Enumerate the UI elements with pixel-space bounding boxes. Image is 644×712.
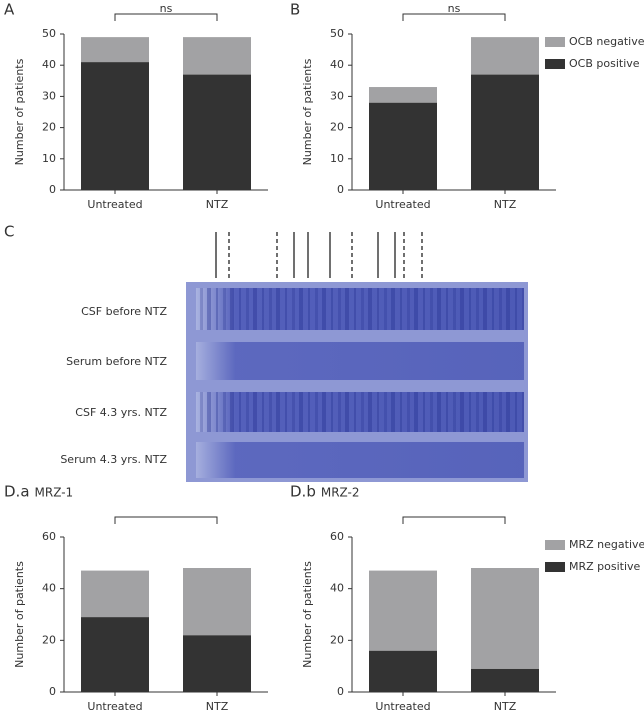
gel-image [186,282,528,482]
bar-segment [183,37,251,75]
y-tick-label: 10 [42,152,56,165]
y-tick-label: 0 [337,685,344,698]
bar-segment [81,62,149,190]
bar-segment [471,568,539,669]
significance-label: ns [448,2,461,15]
y-axis-label: Number of patients [301,561,314,668]
bar-segment [81,37,149,63]
x-tick-label: NTZ [206,198,229,211]
y-tick-label: 40 [330,582,344,595]
y-axis-label: Number of patients [13,561,26,668]
x-tick-label: NTZ [206,700,229,712]
legend-label: MRZ positive [569,560,641,573]
legend-label: OCB negative [569,35,644,48]
bar-segment [471,74,539,190]
y-axis-label: Number of patients [13,58,26,165]
lane-label: CSF before NTZ [81,305,167,318]
y-tick-label: 40 [42,582,56,595]
lane-label: Serum 4.3 yrs. NTZ [60,453,167,466]
panel-label: A [4,1,15,19]
significance-bracket [114,516,218,524]
bar-segment [81,570,149,618]
lane-label: CSF 4.3 yrs. NTZ [75,406,167,419]
y-tick-label: 60 [42,530,56,543]
bar-segment [369,87,437,103]
x-tick-label: Untreated [375,700,430,712]
y-tick-label: 40 [330,58,344,71]
y-tick-label: 0 [49,183,56,196]
panel-label: C [4,223,14,241]
y-tick-label: 60 [330,530,344,543]
panel-label: D.b [290,483,316,501]
x-tick-label: NTZ [494,700,517,712]
panel-label: B [290,1,300,19]
bar-segment [471,668,539,692]
significance-bracket [402,13,506,21]
bar-segment [183,74,251,190]
bar-segment [183,568,251,636]
legend-swatch [545,37,565,47]
y-tick-label: 10 [330,152,344,165]
x-tick-label: Untreated [375,198,430,211]
y-tick-label: 30 [42,89,56,102]
legend-swatch [545,562,565,572]
bar-segment [369,570,437,651]
y-tick-label: 50 [42,27,56,40]
y-tick-label: 20 [330,633,344,646]
bar-segment [369,102,437,190]
lane-label: Serum before NTZ [66,355,167,368]
bar-segment [183,635,251,692]
y-tick-label: 0 [337,183,344,196]
legend-label: MRZ negative [569,538,644,551]
legend-label: OCB positive [569,57,640,70]
y-tick-label: 0 [49,685,56,698]
y-tick-label: 50 [330,27,344,40]
bar-segment [81,617,149,692]
significance-bracket [402,516,506,524]
significance-label: ns [160,2,173,15]
panel-subtitle: MRZ-1 [35,486,74,500]
y-tick-label: 20 [42,121,56,134]
panel-label: D.a [4,483,30,501]
band-arrows [215,232,423,278]
y-tick-label: 40 [42,58,56,71]
y-tick-label: 20 [42,633,56,646]
bar-segment [471,37,539,75]
legend-swatch [545,59,565,69]
legend-swatch [545,540,565,550]
x-tick-label: NTZ [494,198,517,211]
x-tick-label: Untreated [87,700,142,712]
significance-bracket [114,13,218,21]
x-tick-label: Untreated [87,198,142,211]
y-tick-label: 20 [330,121,344,134]
y-tick-label: 30 [330,89,344,102]
bar-segment [369,650,437,692]
y-axis-label: Number of patients [301,58,314,165]
panel-subtitle: MRZ-2 [321,486,360,500]
